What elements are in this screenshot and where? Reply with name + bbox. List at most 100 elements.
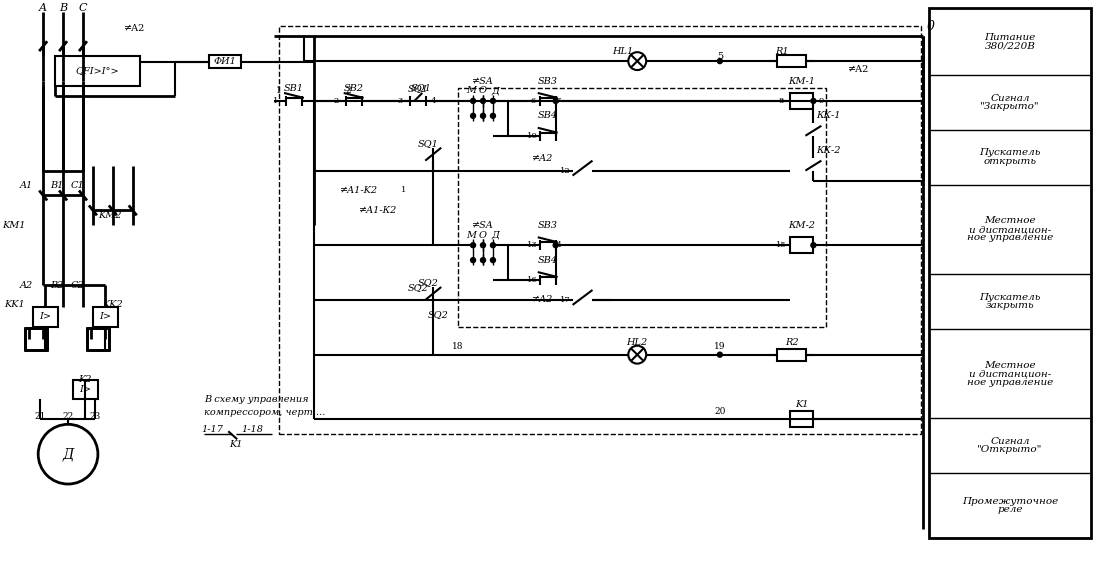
- Circle shape: [718, 59, 722, 64]
- Text: КК-2: КК-2: [817, 146, 841, 155]
- Bar: [789, 237, 813, 253]
- Text: I>: I>: [39, 312, 52, 321]
- Text: K1: K1: [795, 400, 808, 409]
- Bar: [33, 307, 58, 327]
- Text: 1-18: 1-18: [241, 425, 263, 434]
- Text: SB2: SB2: [344, 85, 364, 94]
- Text: ≠A2: ≠A2: [124, 24, 146, 33]
- Text: SQ2: SQ2: [408, 283, 429, 293]
- Text: ное управление: ное управление: [967, 233, 1053, 242]
- Text: I>: I>: [79, 385, 91, 394]
- Text: Пускатель: Пускатель: [979, 293, 1040, 302]
- Text: R2: R2: [785, 338, 798, 347]
- Text: 14: 14: [552, 241, 563, 249]
- Text: ≠A2: ≠A2: [532, 296, 553, 304]
- Text: реле: реле: [997, 505, 1023, 514]
- Text: A1: A1: [20, 181, 33, 190]
- Text: B2: B2: [50, 281, 64, 289]
- Text: 10: 10: [527, 132, 538, 140]
- Text: KK1: KK1: [4, 300, 25, 309]
- Circle shape: [470, 243, 476, 248]
- Text: SQ2: SQ2: [427, 310, 448, 319]
- Text: 0: 0: [927, 20, 935, 33]
- Text: 19: 19: [715, 342, 726, 351]
- Text: C1: C1: [70, 181, 84, 190]
- Text: ФИ1: ФИ1: [214, 57, 237, 66]
- Text: В схему управления: В схему управления: [204, 395, 309, 404]
- Text: КМ-1: КМ-1: [788, 76, 815, 86]
- Text: ≠A1-K2: ≠A1-K2: [340, 186, 378, 195]
- Text: I>: I>: [99, 312, 111, 321]
- Text: 1: 1: [276, 86, 282, 95]
- Bar: [55, 56, 139, 86]
- Text: Промежуточное: Промежуточное: [962, 497, 1058, 505]
- Text: закрыть: закрыть: [985, 301, 1035, 310]
- Text: О: О: [479, 231, 487, 240]
- Text: КК-1: КК-1: [817, 112, 841, 120]
- Text: ≠A2: ≠A2: [532, 154, 553, 163]
- Text: QFI>I°>: QFI>I°>: [76, 67, 118, 75]
- Bar: [458, 88, 826, 327]
- Text: Питание: Питание: [984, 33, 1036, 42]
- Text: 3: 3: [398, 97, 403, 105]
- Text: SB4: SB4: [538, 112, 558, 120]
- Circle shape: [480, 258, 486, 263]
- Text: SB4: SB4: [538, 256, 558, 264]
- Circle shape: [470, 113, 476, 118]
- Circle shape: [491, 113, 495, 118]
- Text: 23: 23: [89, 412, 101, 421]
- Bar: [93, 307, 117, 327]
- Text: A: A: [39, 3, 47, 13]
- Text: HL2: HL2: [627, 338, 648, 347]
- Text: K2: K2: [78, 375, 92, 384]
- Text: 5: 5: [717, 52, 723, 60]
- Bar: [777, 55, 807, 67]
- Text: KM2: KM2: [99, 211, 122, 220]
- Text: HL1: HL1: [612, 47, 633, 56]
- Text: 380/220В: 380/220В: [984, 41, 1036, 51]
- Circle shape: [491, 258, 495, 263]
- Text: Сигнал: Сигнал: [990, 437, 1029, 446]
- Text: 6: 6: [530, 97, 535, 105]
- Text: 18: 18: [453, 342, 464, 351]
- Text: компрессором, черт....: компрессором, черт....: [204, 408, 326, 417]
- Text: K1: K1: [229, 440, 243, 448]
- Text: Д: Д: [491, 231, 499, 240]
- Text: 20: 20: [715, 407, 726, 416]
- Text: и дистанцион-: и дистанцион-: [969, 225, 1051, 234]
- Text: 22: 22: [62, 412, 73, 421]
- Circle shape: [480, 98, 486, 103]
- Bar: [87, 328, 109, 350]
- Text: A2: A2: [20, 281, 33, 289]
- Text: открыть: открыть: [983, 157, 1037, 166]
- Text: 1-17: 1-17: [202, 425, 224, 434]
- Text: М: М: [466, 86, 476, 95]
- Circle shape: [470, 258, 476, 263]
- Text: Д: Д: [62, 447, 73, 461]
- Text: и дистанцион-: и дистанцион-: [969, 369, 1051, 378]
- Text: "Открыто": "Открыто": [978, 446, 1042, 454]
- Text: 9: 9: [819, 97, 824, 105]
- Text: Пускатель: Пускатель: [979, 148, 1040, 158]
- Text: Д: Д: [491, 86, 499, 95]
- Circle shape: [491, 243, 495, 248]
- Text: C: C: [79, 3, 88, 13]
- Text: 16: 16: [527, 276, 538, 284]
- Text: SB3: SB3: [538, 76, 558, 86]
- Circle shape: [553, 98, 558, 103]
- Text: B1: B1: [50, 181, 64, 190]
- Bar: [928, 9, 1091, 538]
- Text: 13: 13: [527, 241, 538, 249]
- Text: ≠A2: ≠A2: [848, 64, 870, 74]
- Text: SB1: SB1: [284, 85, 304, 94]
- Circle shape: [480, 243, 486, 248]
- Text: М: М: [466, 231, 476, 240]
- Text: О: О: [479, 86, 487, 95]
- Text: ≠SA: ≠SA: [472, 76, 494, 86]
- Bar: [789, 411, 813, 427]
- Text: SQ1: SQ1: [408, 85, 429, 94]
- Circle shape: [470, 98, 476, 103]
- Text: 17: 17: [560, 296, 571, 304]
- Text: B: B: [59, 3, 67, 13]
- Text: 7: 7: [555, 97, 560, 105]
